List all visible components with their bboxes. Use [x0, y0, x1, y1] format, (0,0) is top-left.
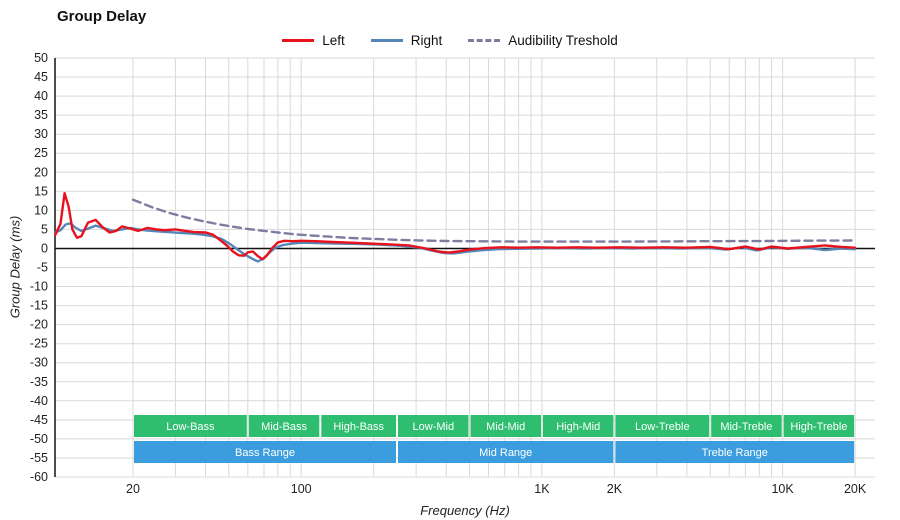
band-main-label: Treble Range	[702, 447, 768, 459]
band-main-label: Mid Range	[479, 447, 532, 459]
band-main	[398, 441, 614, 463]
band-sub	[248, 415, 320, 437]
band-sub	[134, 415, 247, 437]
y-tick-label: -25	[30, 337, 48, 351]
band-sub-label: Mid-Treble	[720, 421, 772, 433]
y-tick-label: -5	[37, 261, 48, 275]
y-tick-label: 50	[34, 51, 48, 65]
legend-item-right: Right	[370, 33, 443, 48]
band-main-label: Bass Range	[235, 447, 295, 459]
legend-label-right: Right	[410, 33, 443, 48]
audibility-threshold-line-swatch	[468, 39, 501, 42]
y-tick-label: -45	[30, 413, 48, 427]
band-main	[134, 441, 396, 463]
band-sub-label: High-Bass	[333, 421, 384, 433]
left-line-swatch	[282, 39, 315, 42]
band-sub	[470, 415, 541, 437]
chart-title: Group Delay	[57, 8, 147, 25]
band-sub	[398, 415, 469, 437]
band-sub	[711, 415, 782, 437]
x-tick-label: 1K	[534, 482, 550, 496]
band-sub-label: Low-Bass	[166, 421, 215, 433]
band-sub-label: High-Mid	[556, 421, 600, 433]
legend-label-left: Left	[322, 33, 345, 48]
y-tick-label: 40	[34, 89, 48, 103]
y-tick-label: -35	[30, 375, 48, 389]
band-main	[615, 441, 855, 463]
band-sub-label: High-Treble	[790, 421, 847, 433]
band-sub	[321, 415, 396, 437]
legend-label-audibility-threshold: Audibility Treshold	[508, 33, 618, 48]
y-tick-label: -55	[30, 451, 48, 465]
y-tick-label: -50	[30, 432, 48, 446]
right-line-swatch	[370, 39, 403, 42]
y-tick-label: -40	[30, 394, 48, 408]
y-tick-label: -60	[30, 470, 48, 484]
band-sub	[542, 415, 614, 437]
band-sub	[615, 415, 710, 437]
y-tick-label: 20	[34, 165, 48, 179]
y-tick-label: -20	[30, 318, 48, 332]
y-tick-label: 5	[41, 222, 48, 236]
x-tick-label: 20K	[844, 482, 867, 496]
y-tick-label: -10	[30, 280, 48, 294]
y-tick-label: 15	[34, 184, 48, 198]
y-tick-label: 35	[34, 108, 48, 122]
y-tick-label: 0	[41, 242, 48, 256]
y-tick-label: 10	[34, 203, 48, 217]
series-left	[54, 191, 857, 261]
x-axis-label: Frequency (Hz)	[420, 503, 510, 518]
x-tick-label: 20	[126, 482, 140, 496]
series-audibility-treshold	[131, 198, 857, 243]
y-tick-label: -30	[30, 356, 48, 370]
legend-item-audibility-threshold: Audibility Treshold	[468, 33, 618, 48]
legend: Left Right Audibility Treshold	[0, 33, 900, 48]
band-sub-label: Low-Mid	[413, 421, 455, 433]
x-tick-label: 10K	[771, 482, 794, 496]
band-sub	[783, 415, 855, 437]
y-tick-label: 25	[34, 146, 48, 160]
legend-item-left: Left	[282, 33, 345, 48]
y-tick-label: 30	[34, 127, 48, 141]
band-sub-label: Mid-Bass	[261, 421, 307, 433]
x-tick-label: 100	[291, 482, 312, 496]
y-tick-label: 45	[34, 70, 48, 84]
y-tick-label: -15	[30, 299, 48, 313]
band-sub-label: Low-Treble	[635, 421, 690, 433]
band-sub-label: Mid-Mid	[486, 421, 525, 433]
x-tick-label: 2K	[607, 482, 623, 496]
